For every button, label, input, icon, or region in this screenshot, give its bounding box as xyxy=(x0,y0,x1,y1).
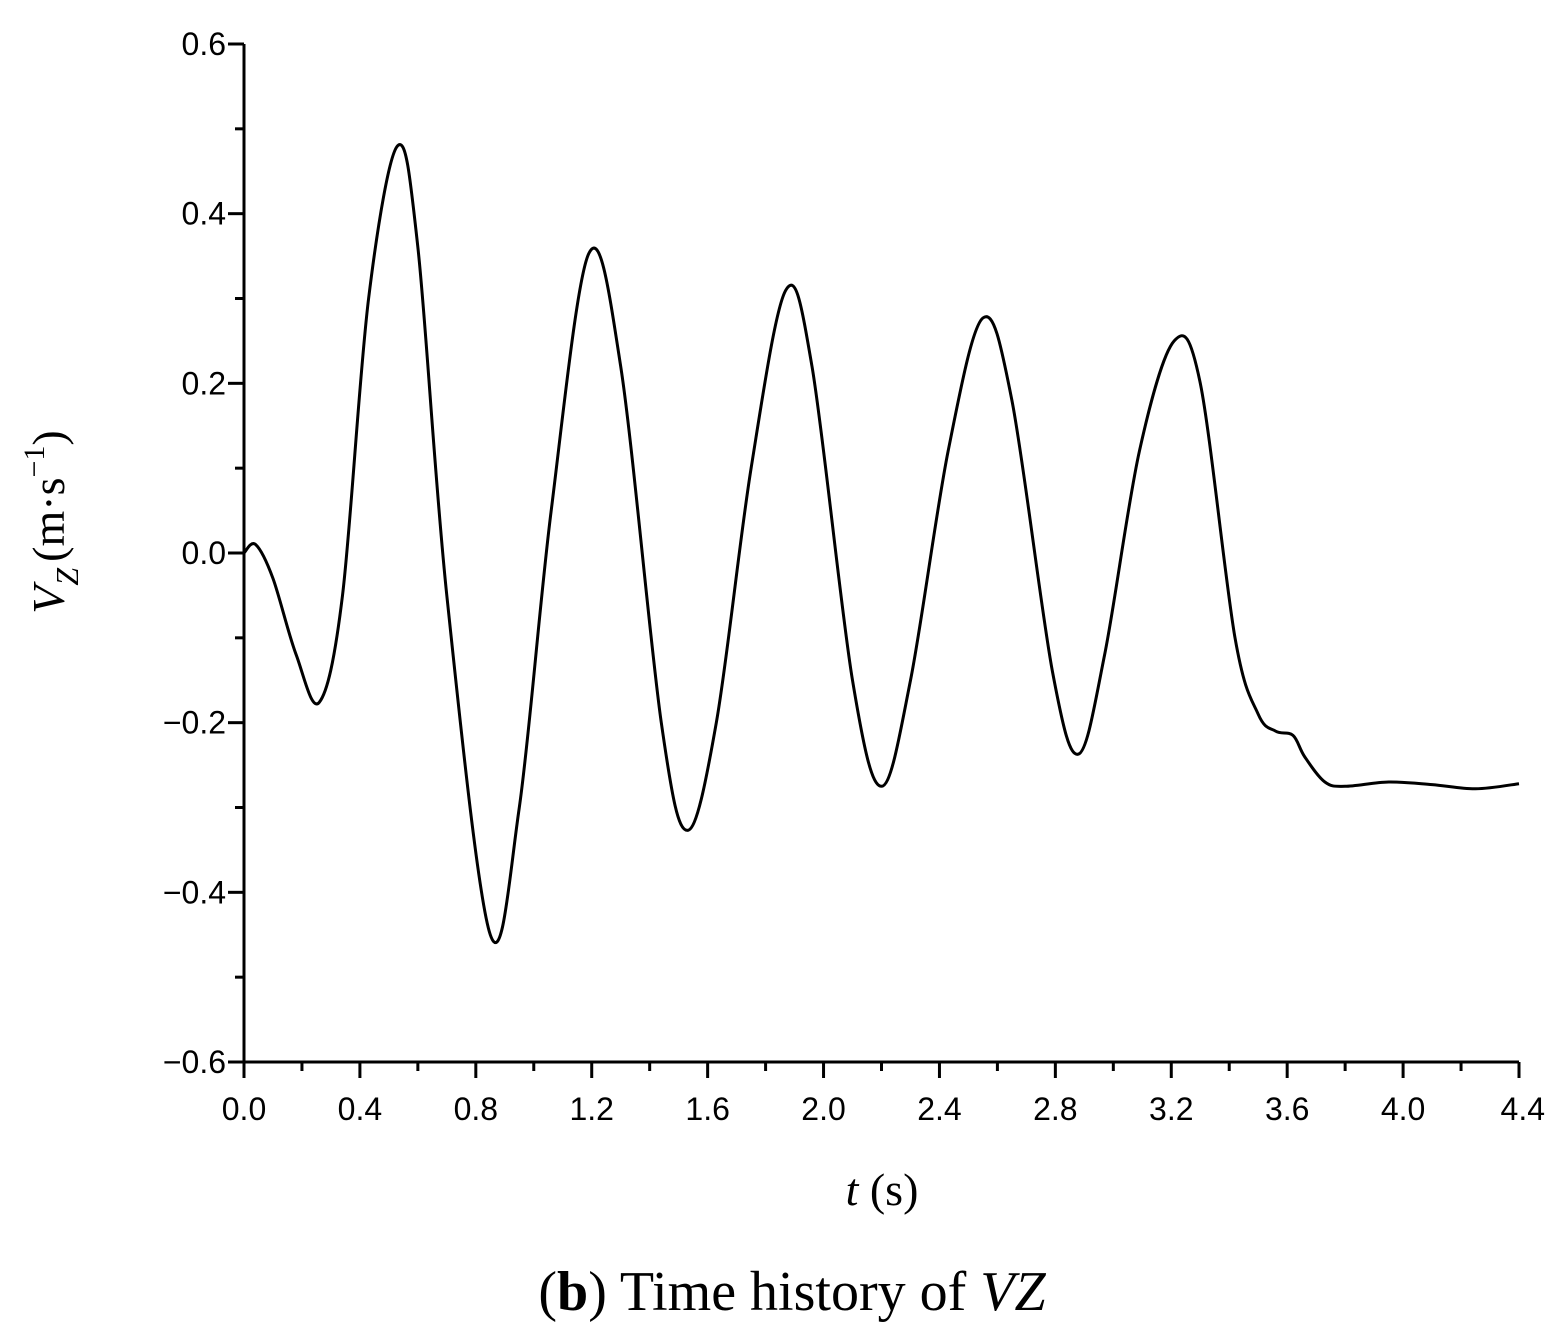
caption-symbol-sub: Z xyxy=(1014,1261,1046,1323)
y-axis-unit: (m·s xyxy=(23,478,74,562)
x-axis-unit: (s) xyxy=(858,1164,918,1215)
x-tick-label: 4.4 xyxy=(1501,1091,1545,1127)
plot-area xyxy=(242,143,1520,944)
x-tick-label: 1.2 xyxy=(569,1091,613,1127)
caption-open-paren: ( xyxy=(538,1261,557,1323)
y-axis-title: VZ (m·s−1) xyxy=(18,430,85,613)
y-tick-label: 0.0 xyxy=(182,535,226,571)
x-tick-label: 2.0 xyxy=(801,1091,845,1127)
x-tick-label: 3.6 xyxy=(1265,1091,1309,1127)
y-tick-label: −0.6 xyxy=(163,1044,226,1080)
figure-caption: (b) Time history of VZ xyxy=(538,1261,1046,1323)
caption-text: Time history of xyxy=(607,1261,980,1323)
caption-letter: b xyxy=(557,1261,588,1323)
y-tick-label: 0.6 xyxy=(182,26,226,62)
axes xyxy=(242,44,1519,1064)
y-axis-unit-close: ) xyxy=(23,430,74,445)
x-tick-label: 4.0 xyxy=(1381,1091,1425,1127)
y-ticks: 0.6 0.4 0.2 0.0 −0.2 −0.4 −0.6 xyxy=(163,26,244,1080)
series-line xyxy=(242,143,1520,944)
x-tick-label: 0.8 xyxy=(454,1091,498,1127)
y-tick-label: −0.4 xyxy=(163,874,226,910)
x-tick-label: 2.8 xyxy=(1033,1091,1077,1127)
y-axis-unit-exponent: −1 xyxy=(18,446,51,478)
caption-symbol: V xyxy=(980,1261,1020,1323)
x-tick-label: 0.4 xyxy=(338,1091,382,1127)
caption-close-paren: ) xyxy=(588,1261,607,1323)
x-tick-label: 3.2 xyxy=(1149,1091,1193,1127)
x-tick-label: 1.6 xyxy=(685,1091,729,1127)
y-axis-symbol: V xyxy=(23,581,74,614)
y-tick-label: −0.2 xyxy=(163,705,226,741)
x-tick-label: 2.4 xyxy=(917,1091,961,1127)
y-tick-label: 0.2 xyxy=(182,365,226,401)
y-axis-subscript: Z xyxy=(49,567,85,586)
x-axis-title: t (s) xyxy=(846,1164,919,1215)
y-tick-label: 0.4 xyxy=(182,196,226,232)
x-axis-symbol: t xyxy=(846,1164,860,1215)
x-ticks: 0.0 0.4 0.8 1.2 1.6 2.0 2.4 2.8 3.2 3.6 4.0 4.4 xyxy=(222,1062,1545,1127)
x-tick-label: 0.0 xyxy=(222,1091,266,1127)
